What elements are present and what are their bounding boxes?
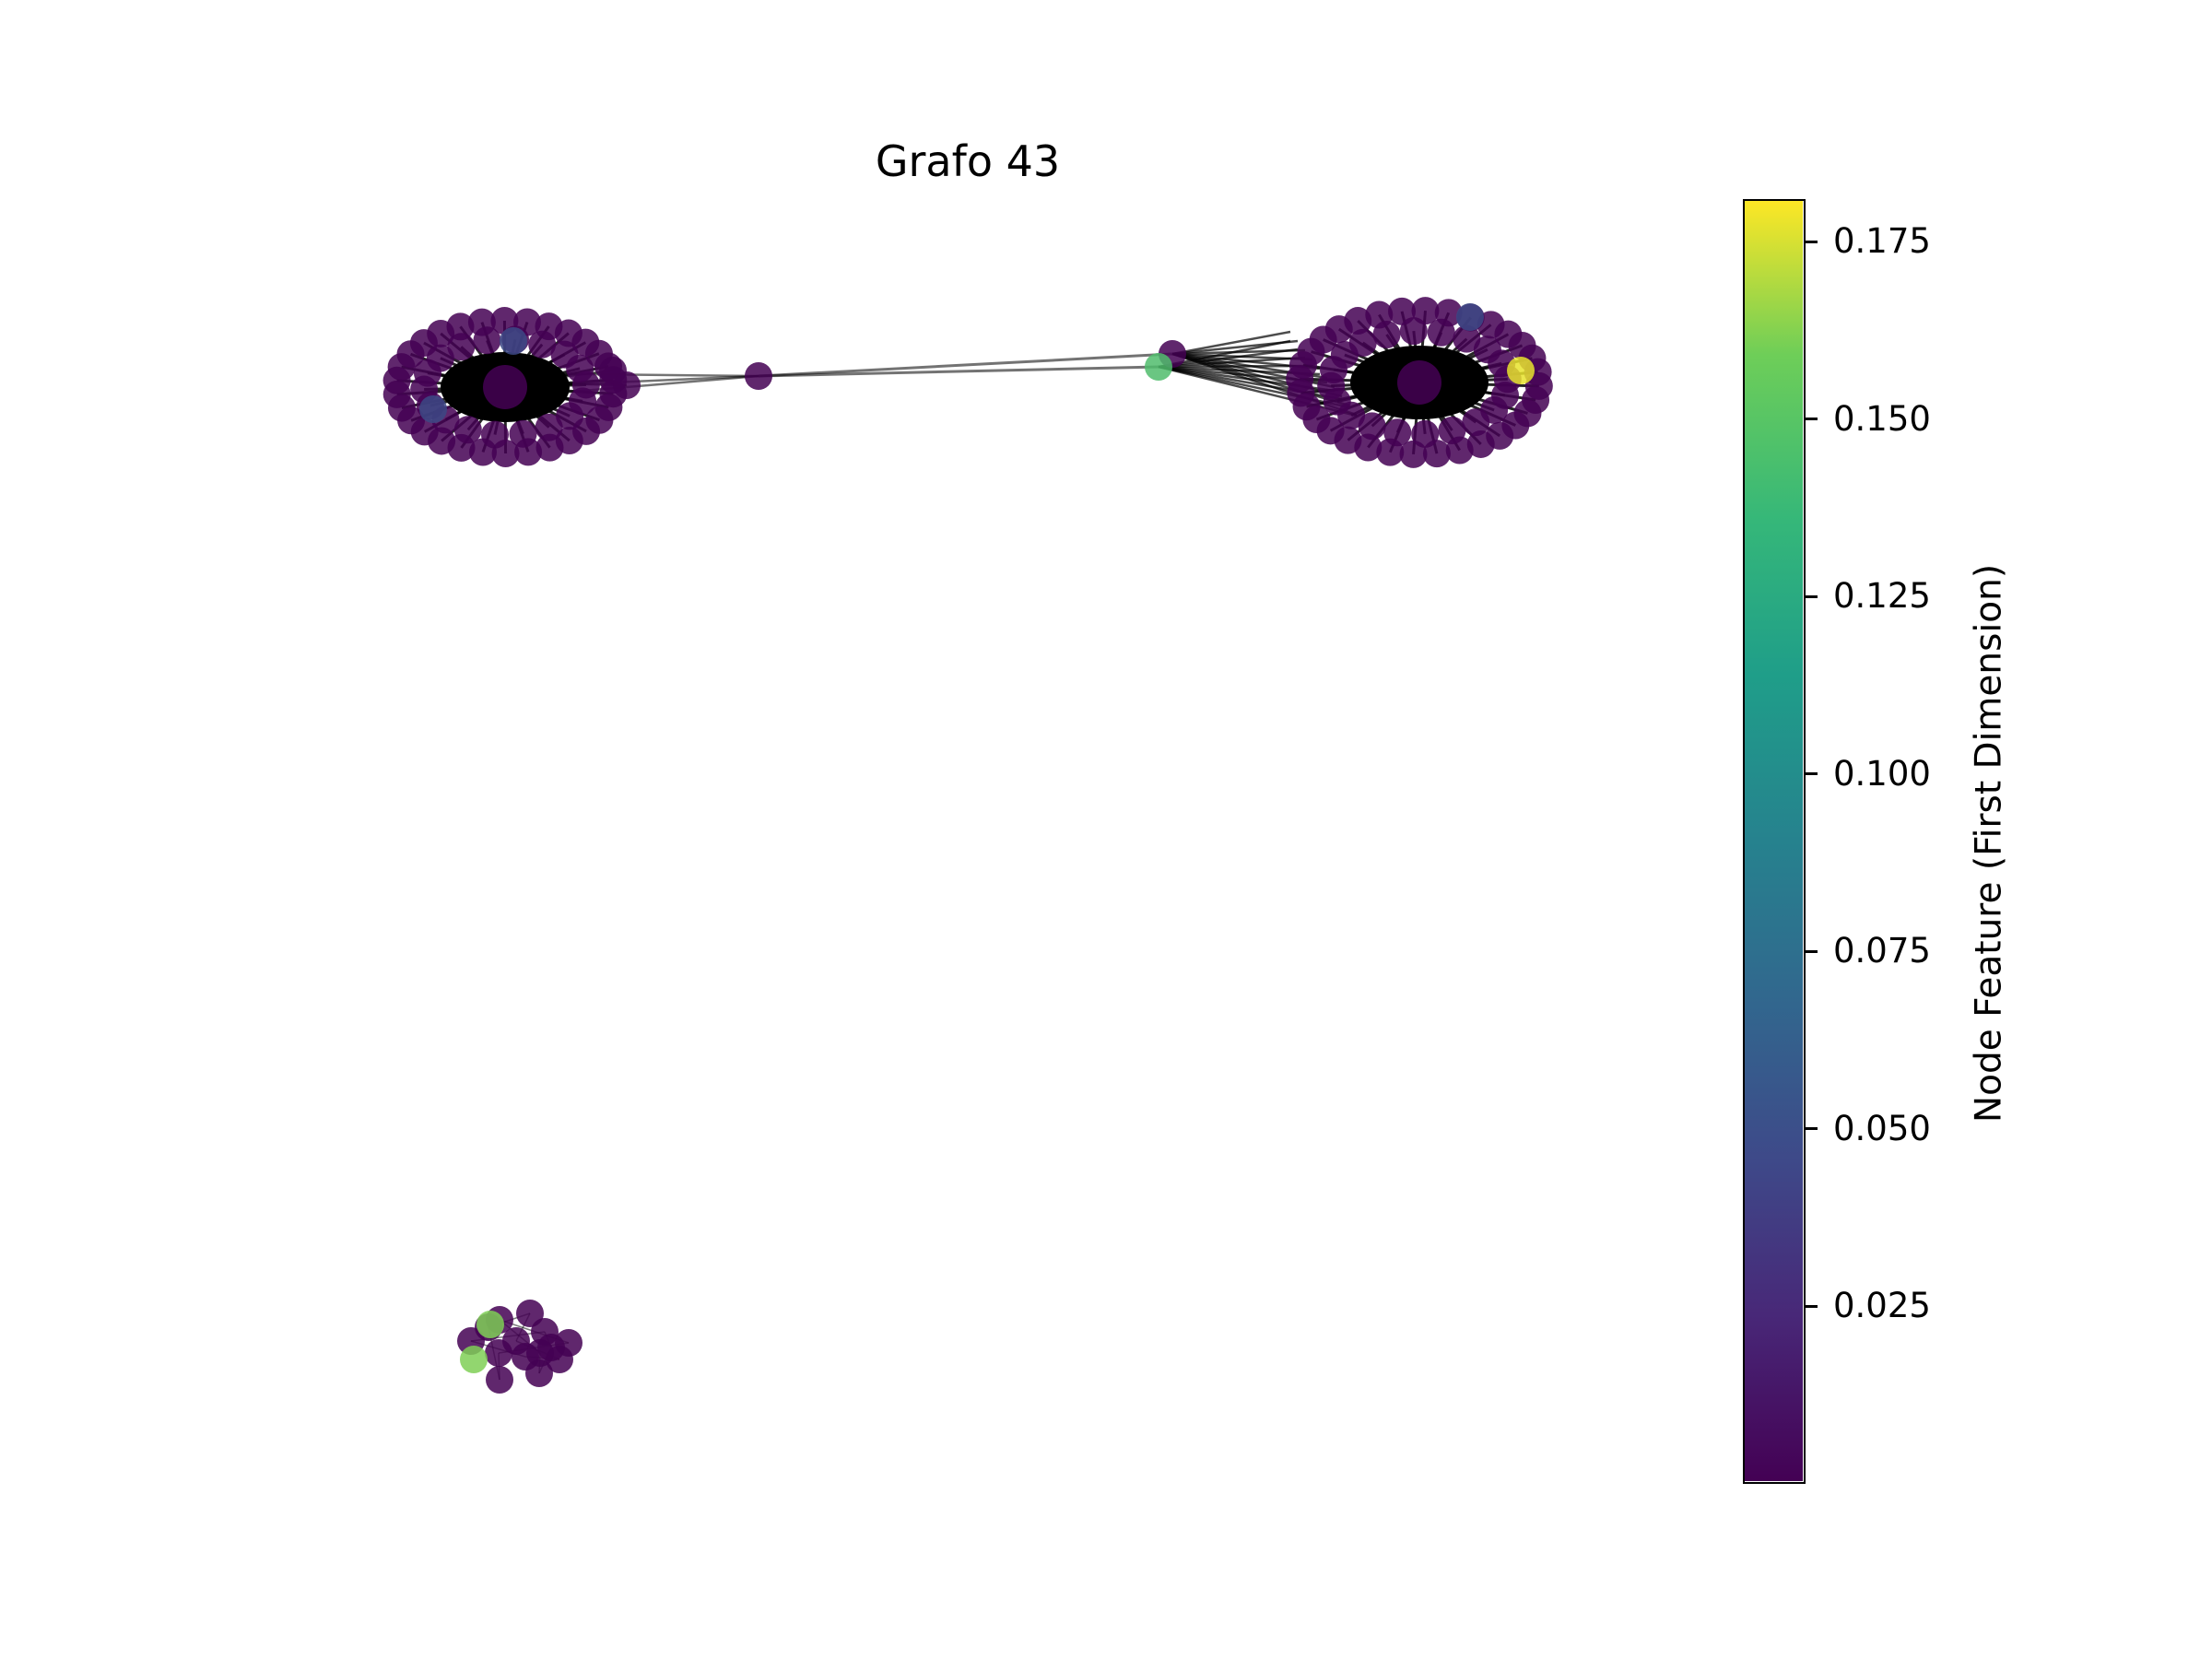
graph-edges — [396, 310, 1539, 1381]
colorbar — [1743, 199, 1806, 1484]
colorbar-tick-label: 0.175 — [1833, 221, 1931, 262]
graph-node — [1411, 297, 1440, 325]
graph-edge — [1171, 352, 1313, 361]
graph-node — [1348, 328, 1377, 357]
graph-node — [460, 1346, 488, 1373]
graph-edge — [1171, 330, 1291, 356]
colorbar-tick-mark — [1806, 1127, 1818, 1131]
graph-node — [419, 395, 447, 423]
graph-node — [473, 326, 501, 355]
colorbar-tick-label: 0.075 — [1833, 931, 1931, 971]
graph-node — [1399, 317, 1428, 346]
graph-node — [1397, 360, 1441, 405]
graph-edge — [1171, 339, 1299, 356]
graph-edge — [758, 352, 1173, 378]
graph-node — [556, 402, 584, 430]
graph-node — [528, 330, 557, 359]
graph-node — [1372, 320, 1401, 348]
graph-edge — [1171, 348, 1306, 356]
colorbar-tick-label: 0.125 — [1833, 576, 1931, 617]
graph-node — [486, 1366, 513, 1394]
graph-node — [447, 333, 476, 361]
graph-node — [1438, 417, 1466, 445]
graph-node — [1507, 357, 1535, 384]
graph-node — [426, 344, 454, 372]
graph-node — [1411, 419, 1440, 448]
graph-node — [453, 416, 482, 444]
graph-node — [485, 1339, 512, 1367]
graph-node — [1399, 440, 1428, 468]
graph-node — [480, 420, 509, 449]
graph-node — [1462, 408, 1490, 437]
graph-node — [535, 413, 563, 441]
graph-node — [1358, 412, 1386, 441]
graph-edge — [1158, 365, 1358, 418]
graph-node — [446, 312, 475, 341]
graph-node — [483, 365, 527, 409]
colorbar-tick-label: 0.150 — [1833, 398, 1931, 439]
graph-nodes — [382, 297, 1553, 1394]
graph-node — [571, 371, 600, 399]
graph-node — [477, 1311, 504, 1338]
chart-title: Grafo 43 — [875, 136, 1061, 186]
graph-node — [745, 362, 772, 390]
colorbar-tick-label: 0.100 — [1833, 753, 1931, 794]
colorbar-tick-label: 0.050 — [1833, 1108, 1931, 1148]
graph-node — [613, 371, 641, 399]
graph-node — [500, 327, 527, 355]
graph-edge — [758, 365, 1159, 378]
graph-node — [535, 433, 564, 462]
colorbar-tick-mark — [1806, 240, 1818, 243]
colorbar-tick-label: 0.025 — [1833, 1286, 1931, 1326]
colorbar-gradient — [1745, 201, 1803, 1481]
graph-node — [516, 1300, 544, 1327]
graph-node — [1453, 324, 1481, 353]
colorbar-tick-mark — [1806, 772, 1818, 776]
colorbar-tick-mark — [1806, 1304, 1818, 1308]
graph-node — [1344, 307, 1372, 335]
graph-node — [1427, 318, 1455, 347]
colorbar-tick-mark — [1806, 594, 1818, 598]
graph-node — [1466, 429, 1495, 458]
graph-node — [1145, 353, 1172, 381]
graph-node — [1456, 303, 1484, 331]
graph-node — [526, 1339, 554, 1367]
colorbar-tick-mark — [1806, 949, 1818, 953]
graph-node — [509, 419, 537, 448]
colorbar-label: Node Feature (First Dimension) — [1968, 563, 2010, 1124]
colorbar-tick-mark — [1806, 418, 1818, 421]
graph-node — [1383, 418, 1412, 447]
